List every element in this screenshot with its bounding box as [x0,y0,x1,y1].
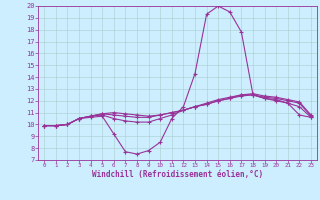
X-axis label: Windchill (Refroidissement éolien,°C): Windchill (Refroidissement éolien,°C) [92,170,263,179]
